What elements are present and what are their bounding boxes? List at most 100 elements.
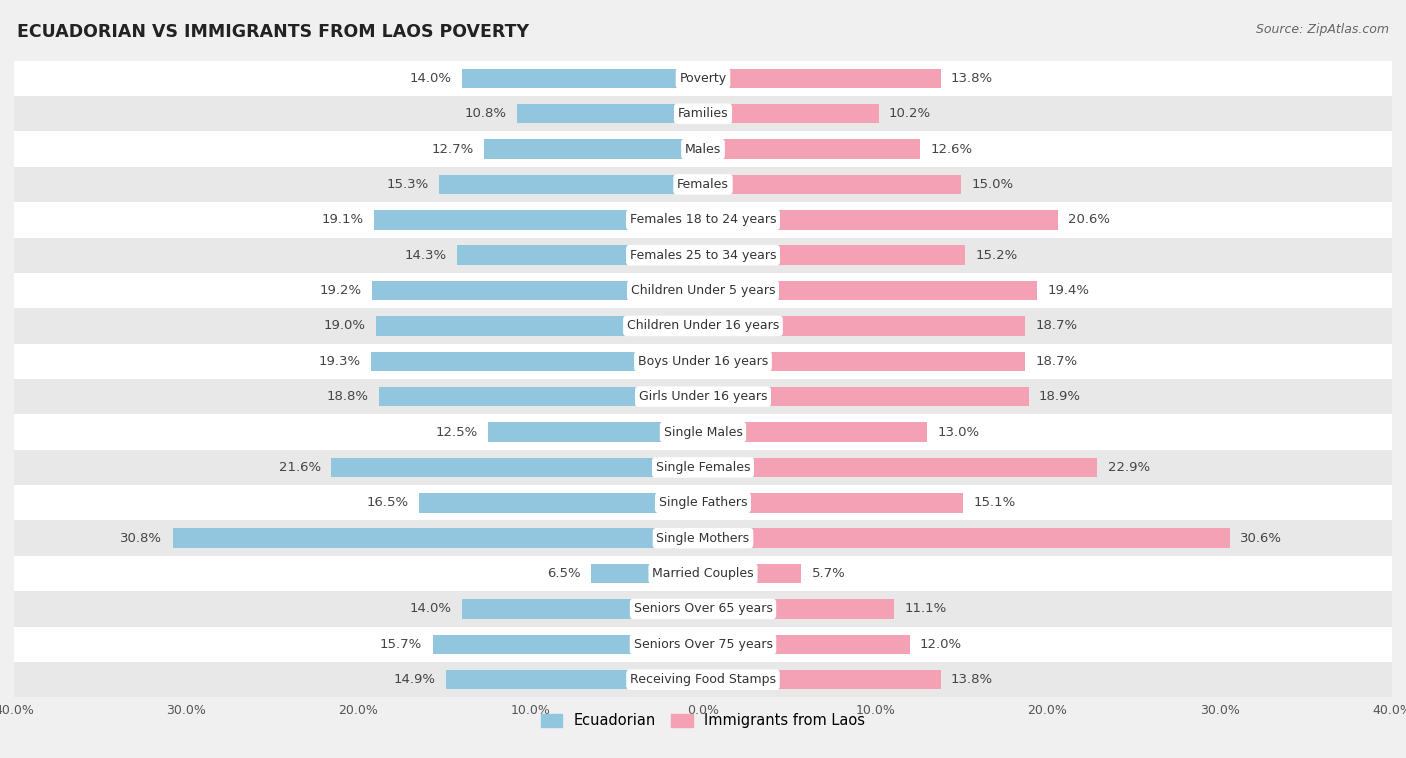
Text: 19.0%: 19.0% [323,319,366,333]
Text: 14.3%: 14.3% [405,249,446,262]
Bar [14,273,1392,309]
Text: 20.6%: 20.6% [1069,213,1111,227]
Text: Boys Under 16 years: Boys Under 16 years [638,355,768,368]
Bar [517,104,703,124]
Legend: Ecuadorian, Immigrants from Laos: Ecuadorian, Immigrants from Laos [540,713,866,728]
Text: Females: Females [678,178,728,191]
Text: 12.0%: 12.0% [920,637,962,651]
Text: 6.5%: 6.5% [547,567,581,580]
Text: 14.9%: 14.9% [394,673,436,686]
Bar [703,493,963,512]
Bar [433,634,703,654]
Bar [703,422,927,442]
Bar [14,202,1392,237]
Bar [703,387,1029,406]
Text: Married Couples: Married Couples [652,567,754,580]
Text: Single Fathers: Single Fathers [659,496,747,509]
Text: Single Mothers: Single Mothers [657,531,749,545]
Bar [703,175,962,194]
Bar [703,316,1025,336]
Bar [14,521,1392,556]
Text: Children Under 5 years: Children Under 5 years [631,284,775,297]
Text: Children Under 16 years: Children Under 16 years [627,319,779,333]
Text: 12.7%: 12.7% [432,143,474,155]
Text: Single Females: Single Females [655,461,751,474]
Text: 13.8%: 13.8% [950,673,993,686]
Text: 15.3%: 15.3% [387,178,429,191]
Text: 14.0%: 14.0% [409,72,451,85]
Bar [14,591,1392,627]
Text: ECUADORIAN VS IMMIGRANTS FROM LAOS POVERTY: ECUADORIAN VS IMMIGRANTS FROM LAOS POVER… [17,23,529,41]
Bar [371,352,703,371]
Bar [14,662,1392,697]
Bar [380,387,703,406]
Text: Families: Families [678,107,728,121]
Bar [703,210,1057,230]
Bar [14,415,1392,449]
Bar [330,458,703,478]
Bar [14,61,1392,96]
Bar [488,422,703,442]
Bar [703,564,801,584]
Text: 19.2%: 19.2% [319,284,361,297]
Bar [461,69,703,88]
Text: Females 25 to 34 years: Females 25 to 34 years [630,249,776,262]
Text: 12.5%: 12.5% [434,425,478,439]
Bar [14,167,1392,202]
Text: 18.7%: 18.7% [1035,355,1077,368]
Text: Receiving Food Stamps: Receiving Food Stamps [630,673,776,686]
Text: 15.2%: 15.2% [976,249,1018,262]
Text: 13.0%: 13.0% [938,425,980,439]
Text: 19.1%: 19.1% [322,213,364,227]
Bar [14,237,1392,273]
Bar [591,564,703,584]
Bar [14,96,1392,131]
Text: Seniors Over 65 years: Seniors Over 65 years [634,603,772,615]
Text: Seniors Over 75 years: Seniors Over 75 years [634,637,772,651]
Bar [457,246,703,265]
Bar [703,69,941,88]
Bar [703,281,1038,300]
Text: 30.6%: 30.6% [1240,531,1282,545]
Bar [419,493,703,512]
Bar [374,210,703,230]
Bar [703,670,941,690]
Text: 19.4%: 19.4% [1047,284,1090,297]
Text: 12.6%: 12.6% [931,143,973,155]
Bar [703,458,1098,478]
Text: 18.8%: 18.8% [326,390,368,403]
Text: 18.9%: 18.9% [1039,390,1081,403]
Bar [446,670,703,690]
Text: Females 18 to 24 years: Females 18 to 24 years [630,213,776,227]
Bar [703,139,920,159]
Bar [484,139,703,159]
Bar [703,104,879,124]
Bar [703,634,910,654]
Bar [14,379,1392,415]
Text: 18.7%: 18.7% [1035,319,1077,333]
Bar [14,485,1392,521]
Text: 21.6%: 21.6% [278,461,321,474]
Text: 16.5%: 16.5% [367,496,409,509]
Text: 22.9%: 22.9% [1108,461,1150,474]
Text: 19.3%: 19.3% [318,355,360,368]
Bar [14,449,1392,485]
Text: 15.1%: 15.1% [973,496,1015,509]
Bar [14,131,1392,167]
Text: Single Males: Single Males [664,425,742,439]
Text: 10.8%: 10.8% [464,107,506,121]
Text: 5.7%: 5.7% [811,567,845,580]
Text: 13.8%: 13.8% [950,72,993,85]
Bar [375,316,703,336]
Text: Males: Males [685,143,721,155]
Bar [440,175,703,194]
Bar [373,281,703,300]
Bar [703,352,1025,371]
Text: 14.0%: 14.0% [409,603,451,615]
Bar [14,343,1392,379]
Text: 11.1%: 11.1% [904,603,946,615]
Bar [14,627,1392,662]
Bar [173,528,703,548]
Text: 15.7%: 15.7% [380,637,422,651]
Bar [703,600,894,619]
